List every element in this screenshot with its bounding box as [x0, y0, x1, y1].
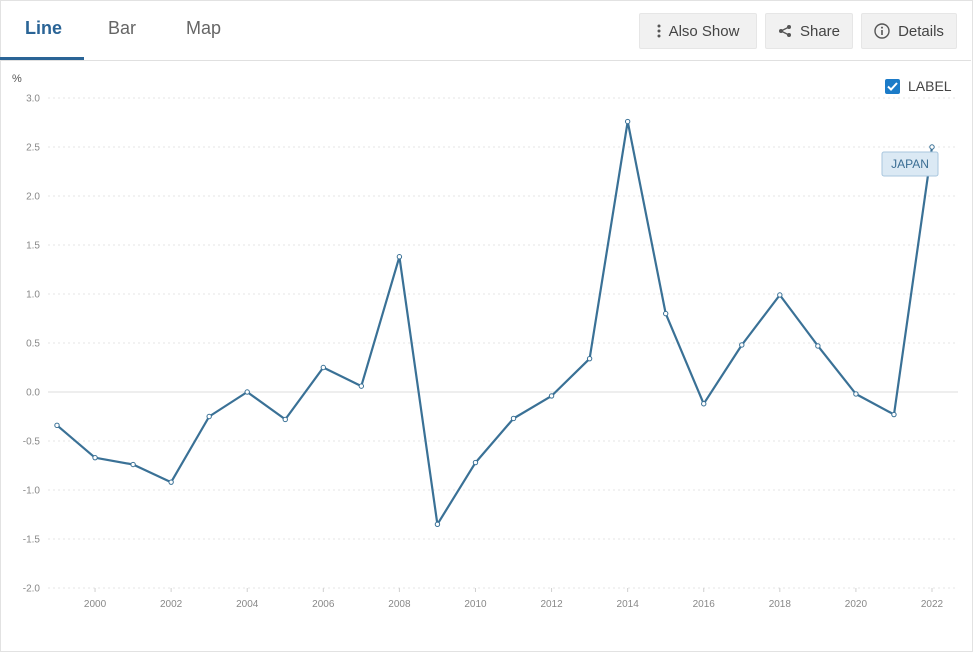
data-point [168, 479, 174, 485]
checkbox-checked-icon[interactable] [885, 78, 900, 94]
data-point [548, 393, 555, 399]
also-show-button[interactable]: Also Show [639, 13, 757, 49]
data-point [434, 521, 441, 527]
x-tick-label: 2010 [464, 599, 487, 610]
data-point [244, 389, 250, 395]
y-axis-ticks: -2.0 -1.5 -1.0 -0.5 0.0 0.5 1.0 1.5 2.0 2.5 3.0 [23, 94, 41, 595]
x-tick-label: 2000 [84, 599, 107, 610]
chart-grid [48, 97, 958, 589]
data-point [929, 144, 935, 150]
series-line [56, 120, 934, 526]
y-tick-label: 1.5 [26, 241, 40, 252]
data-point [282, 416, 288, 423]
tab-line[interactable]: Line [25, 18, 63, 38]
details-label: Details [898, 22, 944, 40]
data-point [472, 459, 479, 466]
series-label: JAPAN [891, 157, 929, 171]
data-point [320, 364, 327, 371]
x-tick-label: 2016 [693, 599, 716, 610]
data-point [92, 454, 98, 461]
share-icon [778, 24, 792, 38]
data-point [358, 383, 365, 389]
y-tick-label: -0.5 [23, 437, 41, 448]
label-toggle[interactable]: LABEL [885, 78, 952, 94]
y-tick-label: -1.0 [23, 486, 41, 497]
more-vertical-icon [657, 24, 661, 38]
x-tick-label: 2018 [769, 599, 792, 610]
y-tick-label: -2.0 [23, 584, 41, 595]
data-point [510, 415, 517, 422]
active-tab-indicator [0, 57, 84, 60]
y-tick-label: 3.0 [26, 94, 40, 105]
data-point [815, 343, 821, 349]
x-tick-label: 2012 [540, 599, 563, 610]
x-tick-label: 2014 [617, 599, 640, 610]
share-button[interactable]: Share [765, 13, 853, 49]
y-tick-label: 0.5 [26, 339, 40, 350]
data-point [853, 391, 859, 397]
x-tick-label: 2008 [388, 599, 411, 610]
x-axis-ticks: 2000 2002 2004 2006 2008 2010 2012 2014 2016 2018… [84, 588, 944, 610]
series-label-box [881, 151, 939, 177]
tab-bar[interactable]: Bar [108, 18, 137, 38]
x-tick-label: 2020 [845, 599, 868, 610]
data-point [130, 461, 136, 468]
data-point [624, 118, 631, 125]
x-tick-label: 2002 [160, 599, 183, 610]
y-tick-label: 1.0 [26, 290, 40, 301]
data-point [206, 413, 212, 420]
data-point [662, 310, 669, 317]
y-tick-label: 2.0 [26, 192, 40, 203]
tab-map[interactable]: Map [186, 18, 222, 38]
also-show-label: Also Show [668, 22, 740, 40]
series-layer: JAPAN [54, 118, 939, 527]
line-chart: -2.0 -1.5 -1.0 -0.5 0.0 0.5 1.0 1.5 2.0 2.5 3.0 20… [12, 73, 958, 610]
x-tick-label: 2006 [312, 599, 335, 610]
y-tick-label: -1.5 [23, 535, 41, 546]
info-icon [874, 23, 890, 39]
chart-tab-bar: Line Bar Map Also Show Share Details [0, 0, 971, 61]
x-tick-label: 2022 [921, 599, 944, 610]
data-point [54, 422, 60, 429]
data-point [739, 342, 745, 348]
data-point [891, 411, 897, 418]
details-button[interactable]: Details [861, 13, 957, 49]
x-tick-label: 2004 [236, 599, 259, 610]
data-point [777, 292, 783, 298]
y-tick-label: 2.5 [26, 143, 40, 154]
data-point [586, 355, 593, 362]
label-toggle-text: LABEL [908, 78, 952, 94]
data-point [701, 401, 707, 407]
share-label: Share [799, 22, 841, 40]
y-tick-label: 0.0 [26, 388, 40, 399]
data-point [396, 254, 403, 260]
y-axis-label: % [12, 73, 22, 85]
